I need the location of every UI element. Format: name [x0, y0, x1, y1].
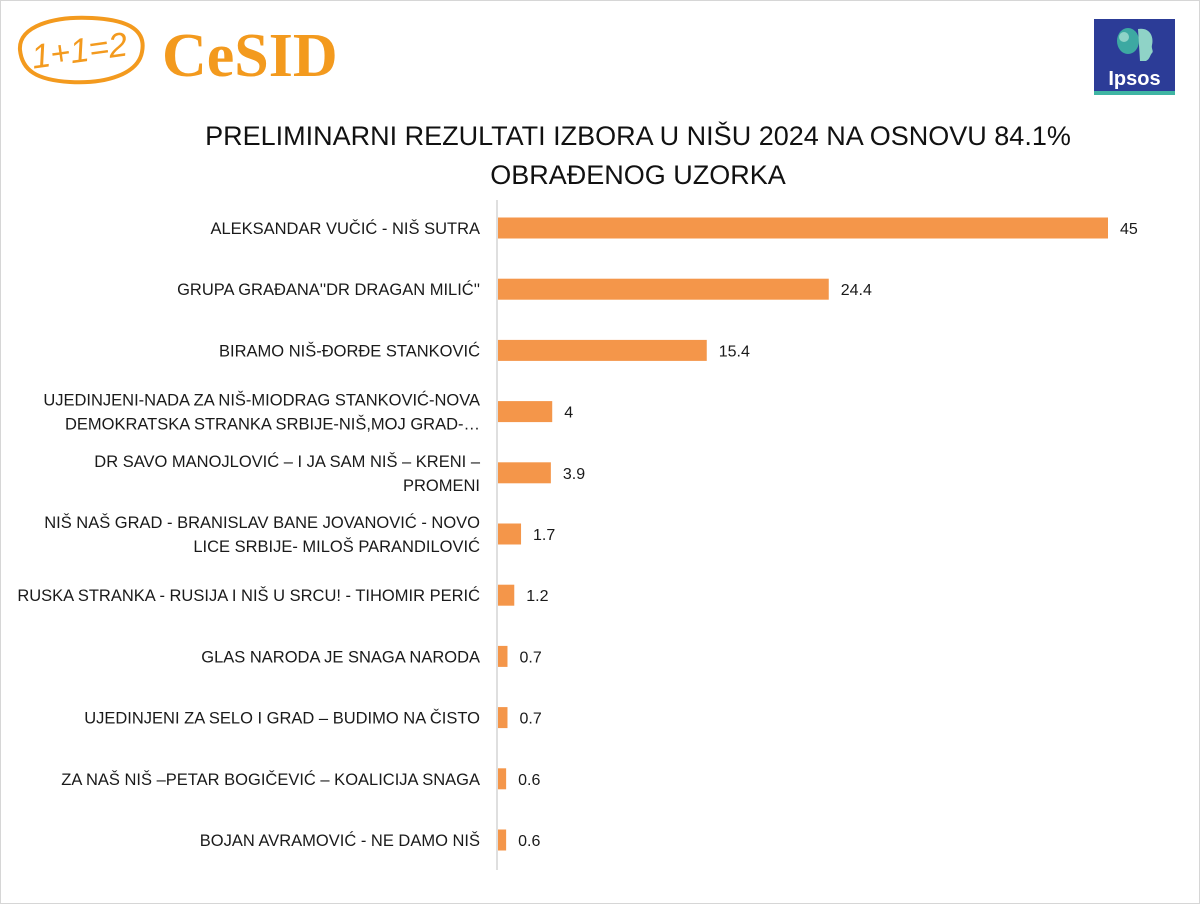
- category-label-5: DR SAVO MANOJLOVIĆ – I JA SAM NIŠ – KREN…: [94, 452, 481, 495]
- bar-6: [498, 523, 522, 545]
- chart-title-line-1: PRELIMINARNI REZULTATI IZBORA U NIŠU 202…: [205, 121, 1071, 151]
- category-label-11-line-1: BOJAN AVRAMOVIĆ - NE DAMO NIŠ: [200, 831, 480, 850]
- category-label-7: RUSKA STRANKA - RUSIJA I NIŠ U SRCU! - T…: [17, 586, 480, 605]
- cesid-name: CeSID: [162, 22, 338, 90]
- category-label-5-line-2: PROMENI: [403, 477, 480, 495]
- category-label-2: GRUPA GRAĐANA''DR DRAGAN MILIĆ'': [177, 280, 480, 299]
- category-label-10-line-1: ZA NAŠ NIŠ –PETAR BOGIČEVIĆ – KOALICIJA …: [61, 770, 480, 789]
- data-label-10: 0.6: [518, 772, 540, 789]
- category-label-7-line-1: RUSKA STRANKA - RUSIJA I NIŠ U SRCU! - T…: [17, 586, 480, 605]
- category-label-5-line-1: DR SAVO MANOJLOVIĆ – I JA SAM NIŠ – KREN…: [94, 452, 481, 471]
- data-label-6: 1.7: [533, 527, 555, 544]
- chart-title-line-2: OBRAĐENOG UZORKA: [490, 160, 786, 190]
- bar-11: [498, 829, 507, 851]
- category-label-10: ZA NAŠ NIŠ –PETAR BOGIČEVIĆ – KOALICIJA …: [61, 770, 480, 789]
- category-label-4-line-2: DEMOKRATSKA STRANKA SRBIJE-NIŠ,MOJ GRAD-…: [65, 415, 480, 434]
- data-label-7: 1.2: [526, 588, 548, 605]
- category-label-9-line-1: UJEDINJENI ZA SELO I GRAD – BUDIMO NA ČI…: [84, 709, 480, 728]
- chart-title: PRELIMINARNI REZULTATI IZBORA U NIŠU 202…: [0, 117, 1200, 195]
- bar-4: [498, 401, 553, 423]
- data-label-4: 4: [564, 405, 573, 422]
- ipsos-logo: Ipsos: [1094, 19, 1175, 95]
- category-label-8: GLAS NARODA JE SNAGA NARODA: [201, 648, 480, 666]
- data-label-11: 0.6: [518, 833, 540, 850]
- cesid-logo: 1+1=2 CeSID: [17, 15, 338, 90]
- category-label-6-line-1: NIŠ NAŠ GRAD - BRANISLAV BANE JOVANOVIĆ …: [44, 513, 480, 532]
- category-label-8-line-1: GLAS NARODA JE SNAGA NARODA: [201, 648, 480, 666]
- bar-2: [498, 278, 829, 300]
- data-label-1: 45: [1120, 221, 1138, 238]
- bar-5: [498, 462, 551, 484]
- category-label-11: BOJAN AVRAMOVIĆ - NE DAMO NIŠ: [200, 831, 480, 850]
- bar-3: [498, 339, 707, 361]
- bar-10: [498, 768, 507, 790]
- category-label-6: NIŠ NAŠ GRAD - BRANISLAV BANE JOVANOVIĆ …: [44, 513, 480, 556]
- ipsos-underline: [1094, 91, 1175, 95]
- bar-7: [498, 584, 515, 606]
- data-label-8: 0.7: [519, 649, 541, 666]
- category-label-4-line-1: UJEDINJENI-NADA ZA NIŠ-MIODRAG STANKOVIĆ…: [43, 391, 480, 410]
- bar-1: [498, 217, 1108, 239]
- category-label-1-line-1: ALEKSANDAR VUČIĆ - NIŠ SUTRA: [210, 219, 480, 238]
- bar-8: [498, 645, 508, 667]
- ipsos-head-icon: [1117, 28, 1153, 61]
- data-label-5: 3.9: [563, 466, 585, 483]
- category-label-2-line-1: GRUPA GRAĐANA''DR DRAGAN MILIĆ'': [177, 280, 480, 299]
- category-label-6-line-2: LICE SRBIJE- MILOŠ PARANDILOVIĆ: [193, 537, 480, 556]
- data-label-2: 24.4: [841, 282, 872, 299]
- bar-9: [498, 707, 508, 729]
- data-label-3: 15.4: [719, 343, 750, 360]
- data-label-9: 0.7: [519, 711, 541, 728]
- category-label-4: UJEDINJENI-NADA ZA NIŠ-MIODRAG STANKOVIĆ…: [43, 391, 480, 434]
- category-label-9: UJEDINJENI ZA SELO I GRAD – BUDIMO NA ČI…: [84, 709, 480, 728]
- category-label-3: BIRAMO NIŠ-ĐORĐE STANKOVIĆ: [219, 341, 480, 360]
- category-label-3-line-1: BIRAMO NIŠ-ĐORĐE STANKOVIĆ: [219, 341, 480, 360]
- ipsos-name: Ipsos: [1108, 68, 1161, 90]
- category-label-1: ALEKSANDAR VUČIĆ - NIŠ SUTRA: [210, 219, 480, 238]
